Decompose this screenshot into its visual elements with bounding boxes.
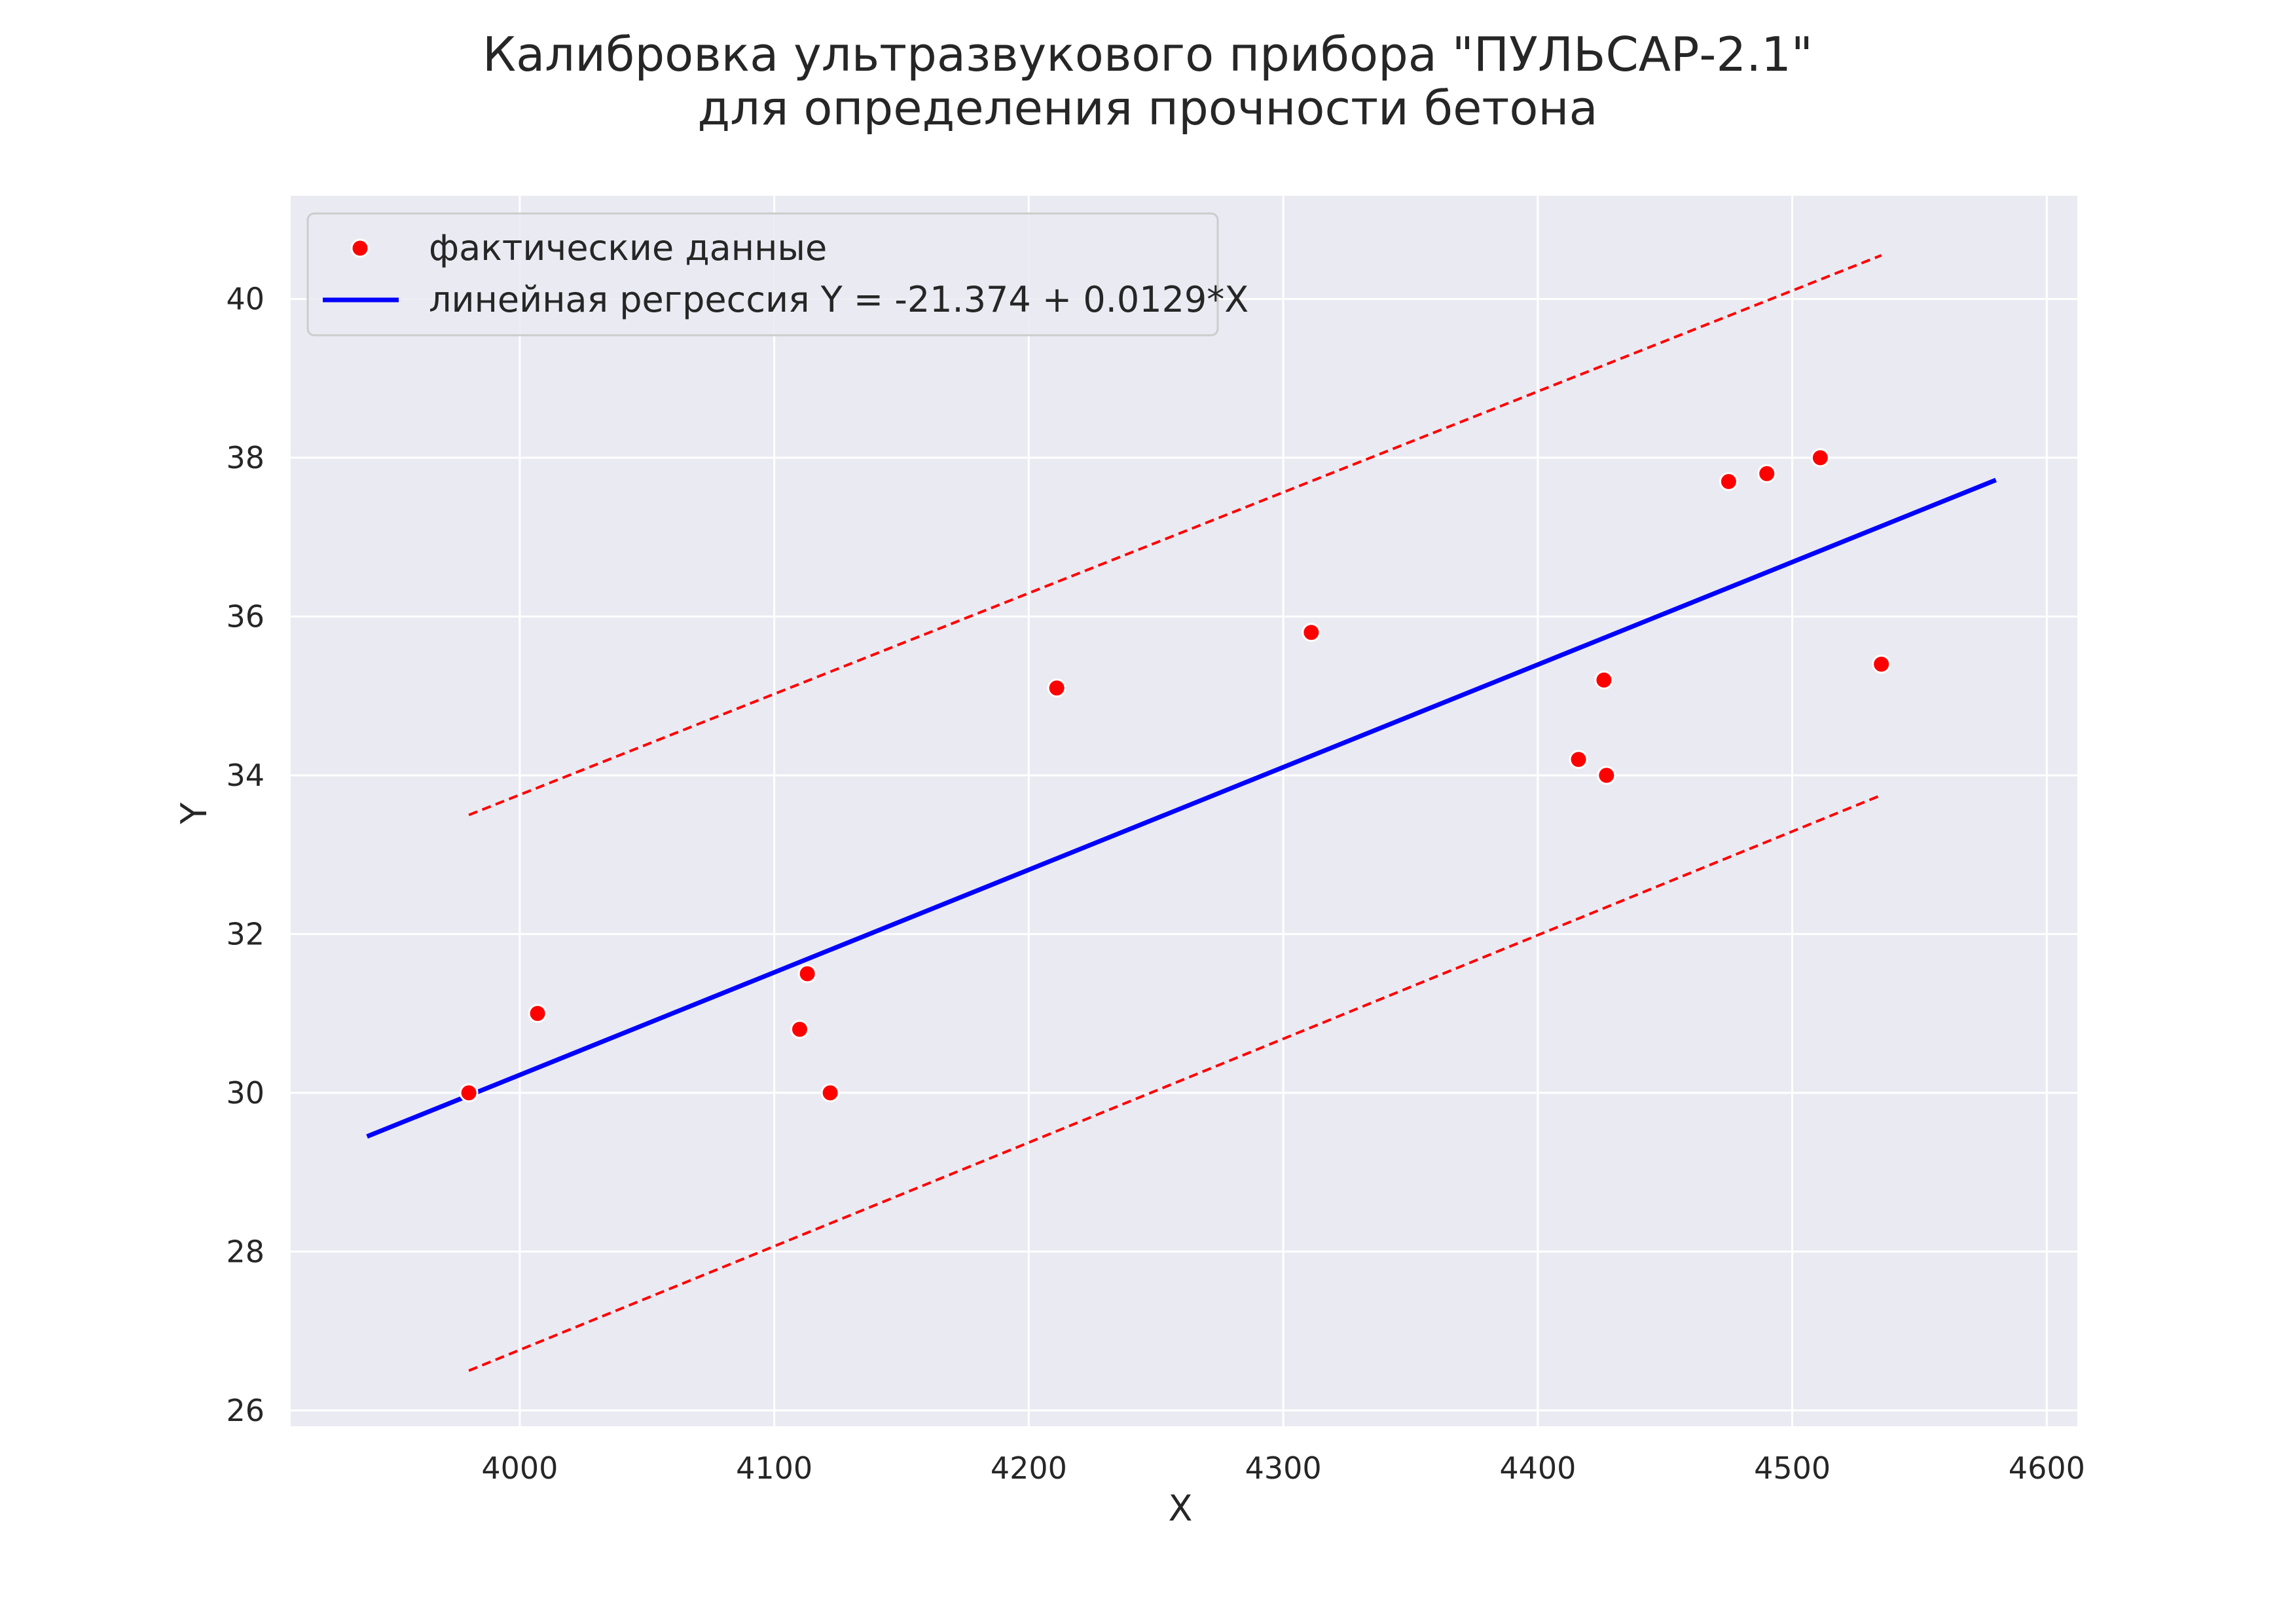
legend-box [306, 212, 1219, 337]
legend-label-scatter: фактические данные [429, 227, 827, 268]
data-point [1302, 623, 1321, 642]
legend-marker-scatter [350, 238, 370, 258]
x-axis-label: X [1169, 1488, 1193, 1529]
data-point [797, 964, 817, 984]
x-tick-label: 4400 [1499, 1450, 1576, 1486]
x-tick-label: 4600 [2009, 1450, 2085, 1486]
legend-label-regression: линейная регрессия Y = -21.374 + 0.0129*… [429, 279, 1248, 320]
data-point [820, 1083, 840, 1103]
x-tick-label: 4500 [1754, 1450, 1831, 1486]
plot-area [291, 196, 2077, 1426]
data-point [1594, 670, 1614, 690]
x-tick-label: 4100 [736, 1450, 812, 1486]
y-tick-label: 40 [226, 282, 264, 317]
tick-labels: 4000 4100 4200 4300 4400 4500 4600 26 28 30 32 34 36… [226, 282, 2085, 1486]
x-tick-label: 4000 [481, 1450, 558, 1486]
data-point [1047, 678, 1066, 698]
data-point [459, 1083, 479, 1103]
chart-title-line-1: Калибровка ультразвукового прибора "ПУЛЬ… [483, 27, 1813, 82]
data-point [528, 1004, 547, 1024]
y-tick-label: 30 [226, 1075, 264, 1111]
confidence-bound-line [468, 254, 1882, 817]
data-point [1719, 471, 1738, 491]
y-tick-label: 36 [226, 599, 264, 634]
data-point [1872, 654, 1891, 674]
data-point [790, 1020, 809, 1039]
y-axis-label: Y [173, 802, 215, 825]
y-tick-label: 38 [226, 440, 264, 475]
regression-line [366, 477, 1997, 1139]
data-point [1597, 766, 1616, 785]
y-tick-label: 34 [226, 758, 264, 793]
y-tick-label: 26 [226, 1393, 264, 1428]
y-tick-label: 28 [226, 1234, 264, 1269]
confidence-bound-line [468, 794, 1882, 1372]
y-tick-label: 32 [226, 916, 264, 951]
data-point [1569, 750, 1588, 769]
x-tick-label: 4200 [991, 1450, 1067, 1486]
data-point [1757, 464, 1777, 483]
data-point [1810, 448, 1830, 468]
legend: фактические данные линейная регрессия Y … [306, 212, 1248, 337]
chart-title-line-2: для определения прочности бетона [697, 81, 1597, 136]
chart-marks [366, 254, 1997, 1372]
x-tick-label: 4300 [1245, 1450, 1322, 1486]
